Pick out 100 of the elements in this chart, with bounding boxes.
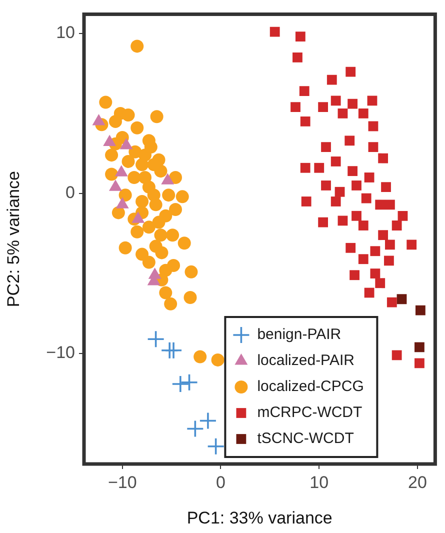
point [168, 202, 182, 216]
point [178, 236, 191, 250]
point [330, 156, 341, 166]
point [326, 74, 337, 85]
point [130, 121, 144, 134]
point [338, 216, 348, 226]
point [105, 168, 118, 181]
point [176, 190, 189, 204]
point [414, 342, 424, 352]
point [378, 230, 388, 240]
point [358, 220, 368, 230]
point [118, 188, 132, 202]
point [164, 341, 182, 360]
legend-label: benign-PAIR [257, 326, 342, 344]
point [375, 200, 386, 210]
point [318, 102, 328, 112]
point [299, 86, 310, 96]
point [358, 108, 368, 118]
point [384, 256, 394, 266]
point [142, 220, 156, 234]
point [184, 265, 198, 278]
legend-label: mCRPC-WCDT [257, 404, 362, 422]
point [414, 358, 424, 368]
point [186, 420, 204, 438]
point [406, 240, 417, 250]
point [147, 188, 160, 202]
y-tick-label: −10 [46, 343, 75, 362]
point [199, 412, 217, 430]
point [128, 170, 141, 184]
point [358, 254, 368, 264]
point [318, 217, 328, 228]
point [398, 210, 408, 221]
point [375, 278, 386, 288]
point [159, 286, 172, 300]
point [108, 114, 122, 128]
point [150, 110, 164, 124]
point [367, 96, 378, 106]
point [368, 121, 378, 132]
point [206, 437, 225, 456]
point [330, 196, 341, 206]
x-tick-label: −10 [108, 472, 137, 492]
point [300, 116, 310, 126]
point [368, 142, 378, 152]
point [352, 210, 362, 221]
point [330, 96, 341, 106]
legend-label: tSCNC-WCDT [257, 430, 354, 448]
point [164, 297, 178, 310]
point [381, 182, 391, 192]
y-tick-label: 10 [56, 23, 75, 42]
x-axis-title: PC1: 33% variance [186, 508, 332, 528]
point [138, 170, 152, 184]
point [370, 268, 380, 278]
point [386, 297, 397, 308]
point [392, 350, 402, 360]
point [99, 96, 112, 109]
point [184, 291, 197, 304]
point [392, 220, 402, 230]
point [155, 246, 168, 260]
point [344, 136, 355, 146]
point [152, 216, 166, 229]
legend-label: localized-PAIR [257, 352, 355, 370]
point [172, 375, 190, 393]
point [142, 256, 156, 269]
point [348, 98, 358, 109]
point [122, 154, 135, 168]
point [334, 186, 345, 197]
point [364, 172, 374, 182]
point [361, 193, 372, 204]
x-tick-label: 0 [216, 472, 226, 492]
point [270, 26, 280, 37]
legend-label: localized-CPCG [257, 378, 364, 396]
point [385, 240, 395, 250]
point [136, 248, 149, 261]
point [385, 200, 395, 210]
point [378, 153, 388, 164]
point [194, 350, 207, 364]
point [130, 40, 144, 53]
point [211, 353, 224, 366]
point [321, 180, 331, 190]
point [144, 140, 158, 154]
point [290, 102, 300, 112]
point [122, 108, 135, 122]
point [300, 162, 310, 173]
point [130, 225, 144, 238]
point [348, 166, 358, 176]
y-tick-label: 0 [66, 183, 75, 202]
y-axis-title: PC2: 5% variance [4, 171, 23, 308]
point [301, 196, 312, 206]
point [162, 188, 176, 202]
point [154, 228, 168, 242]
point [105, 148, 118, 162]
point [346, 66, 356, 77]
point [352, 180, 362, 190]
point [295, 32, 306, 42]
point [321, 142, 331, 152]
point [118, 241, 132, 254]
point [338, 108, 348, 118]
point [180, 373, 198, 392]
point [146, 330, 165, 348]
point [370, 246, 380, 256]
